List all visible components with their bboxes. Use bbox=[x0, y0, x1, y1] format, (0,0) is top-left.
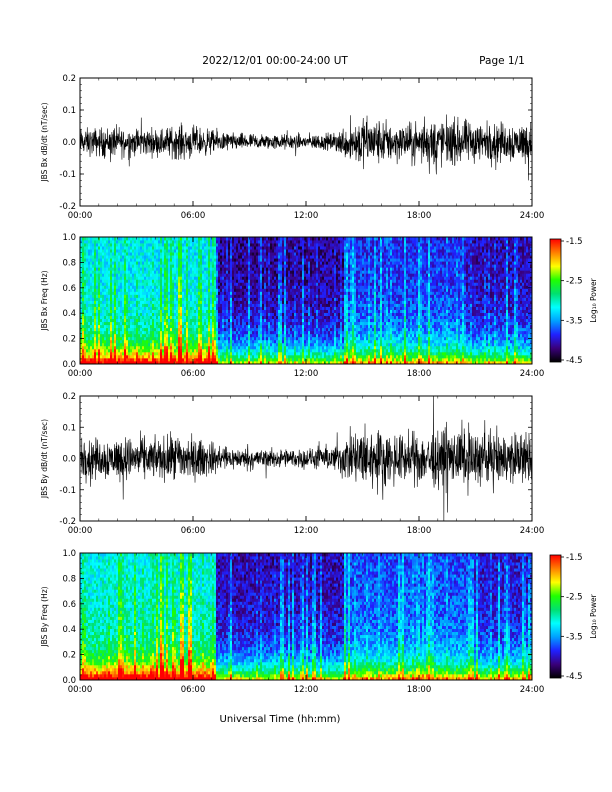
y-tick-label: -0.1 bbox=[59, 170, 76, 180]
x-tick-label: 24:00 bbox=[520, 211, 545, 221]
x-tick-label: 00:00 bbox=[68, 211, 93, 221]
x-tick-label: 06:00 bbox=[181, 211, 206, 221]
y-tick-label: 0.0 bbox=[62, 138, 76, 148]
figure: 2022/12/01 00:00-24:00 UT Page 1/1 0.2 0.… bbox=[0, 0, 612, 792]
panels: 0.20.10.0-0.1-0.200:00 06:00 12:00 18:00 24:… bbox=[40, 74, 598, 695]
y-axis-title: JBS Bx dB/dt (nT/sec) bbox=[40, 102, 49, 182]
x-tick-label: 12:00 bbox=[294, 211, 319, 221]
header-page: Page 1/1 bbox=[479, 55, 525, 67]
panel-1: 0.20.10.0-0.1-0.200:00 06:00 12:00 18:00 24:… bbox=[40, 74, 544, 221]
spectrogram-cells bbox=[80, 237, 532, 364]
signal-trace bbox=[80, 115, 532, 181]
header-date-range: 2022/12/01 00:00-24:00 UT bbox=[202, 55, 348, 67]
y-tick-label: 0.2 bbox=[62, 74, 76, 84]
y-tick-label: 0.1 bbox=[62, 106, 76, 116]
x-tick-label: 18:00 bbox=[407, 211, 432, 221]
